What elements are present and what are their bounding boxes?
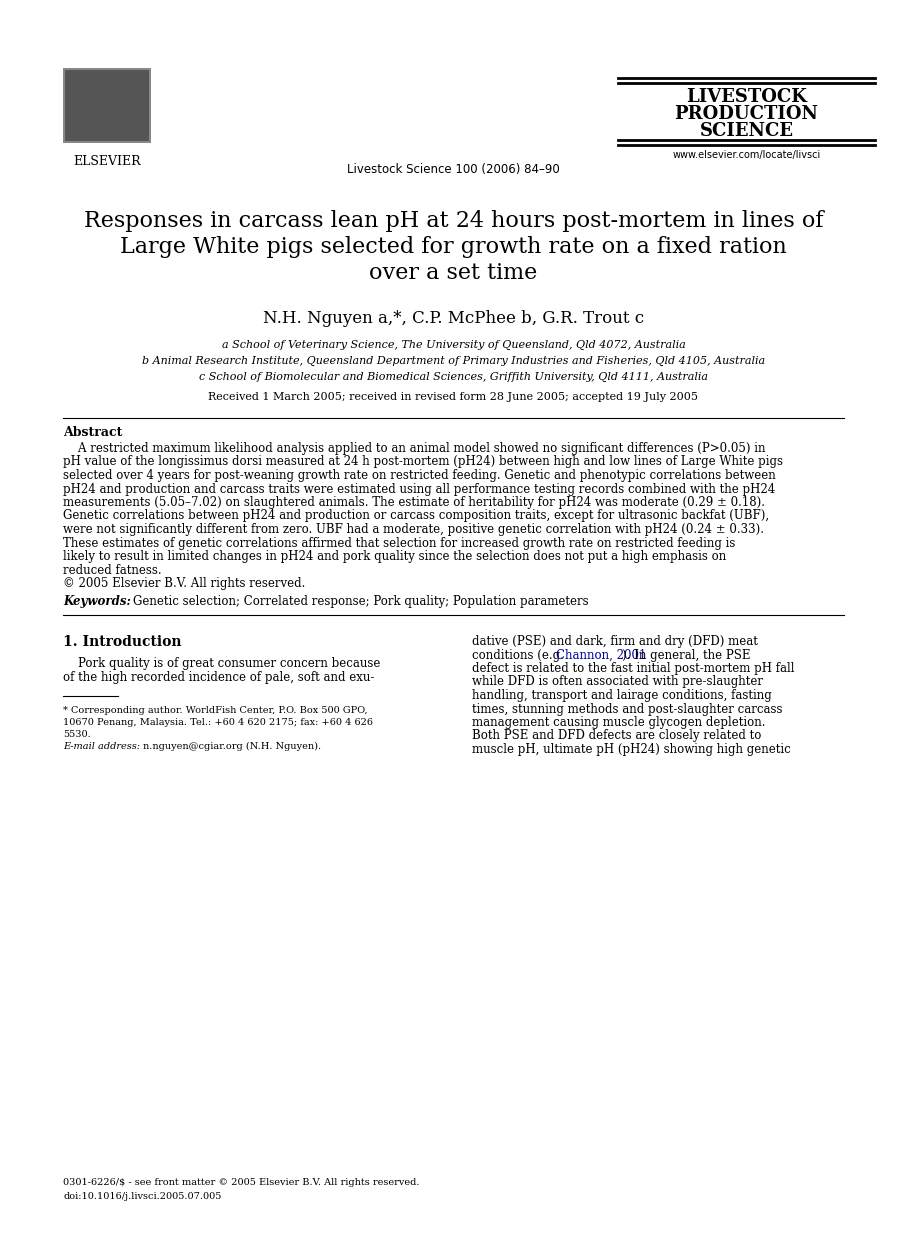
Text: times, stunning methods and post-slaughter carcass: times, stunning methods and post-slaught… [472, 702, 782, 716]
Bar [65, 71, 149, 141]
Text: 0301-6226/$ - see front matter © 2005 Elsevier B.V. All rights reserved.: 0301-6226/$ - see front matter © 2005 El… [63, 1179, 420, 1187]
Text: pH24 and production and carcass traits were estimated using all performance test: pH24 and production and carcass traits w… [63, 483, 775, 495]
Text: A restricted maximum likelihood analysis applied to an animal model showed no si: A restricted maximum likelihood analysis… [63, 442, 766, 456]
Text: a School of Veterinary Science, The University of Queensland, Qld 4072, Australi: a School of Veterinary Science, The Univ… [221, 340, 686, 350]
Text: reduced fatness.: reduced fatness. [63, 563, 161, 577]
Bar [63, 68, 151, 144]
Text: Livestock Science 100 (2006) 84–90: Livestock Science 100 (2006) 84–90 [347, 163, 560, 176]
Text: likely to result in limited changes in pH24 and pork quality since the selection: likely to result in limited changes in p… [63, 550, 727, 563]
Text: handling, transport and lairage conditions, fasting: handling, transport and lairage conditio… [472, 690, 771, 702]
Text: n.nguyen@cgiar.org (N.H. Nguyen).: n.nguyen@cgiar.org (N.H. Nguyen). [143, 742, 321, 751]
Text: Pork quality is of great consumer concern because: Pork quality is of great consumer concer… [63, 657, 380, 670]
Text: Responses in carcass lean pH at 24 hours post-mortem in lines of: Responses in carcass lean pH at 24 hours… [83, 210, 824, 232]
Text: E-mail address:: E-mail address: [63, 742, 140, 751]
Text: defect is related to the fast initial post-mortem pH fall: defect is related to the fast initial po… [472, 662, 794, 675]
Text: Received 1 March 2005; received in revised form 28 June 2005; accepted 19 July 2: Received 1 March 2005; received in revis… [209, 392, 698, 402]
Text: doi:10.1016/j.livsci.2005.07.005: doi:10.1016/j.livsci.2005.07.005 [63, 1192, 221, 1201]
Text: Both PSE and DFD defects are closely related to: Both PSE and DFD defects are closely rel… [472, 729, 761, 743]
Text: over a set time: over a set time [369, 262, 538, 284]
Text: dative (PSE) and dark, firm and dry (DFD) meat: dative (PSE) and dark, firm and dry (DFD… [472, 635, 757, 647]
Text: of the high recorded incidence of pale, soft and exu-: of the high recorded incidence of pale, … [63, 671, 375, 683]
Text: measurements (5.05–7.02) on slaughtered animals. The estimate of heritability fo: measurements (5.05–7.02) on slaughtered … [63, 496, 765, 509]
Text: management causing muscle glycogen depletion.: management causing muscle glycogen deple… [472, 716, 765, 729]
Text: LIVESTOCK: LIVESTOCK [686, 88, 807, 106]
Text: 5530.: 5530. [63, 730, 91, 739]
Text: muscle pH, ultimate pH (pH24) showing high genetic: muscle pH, ultimate pH (pH24) showing hi… [472, 743, 790, 756]
Text: 10670 Penang, Malaysia. Tel.: +60 4 620 2175; fax: +60 4 626: 10670 Penang, Malaysia. Tel.: +60 4 620 … [63, 718, 373, 727]
Text: Channon, 2001: Channon, 2001 [557, 649, 647, 661]
Text: 1. Introduction: 1. Introduction [63, 635, 181, 649]
Text: © 2005 Elsevier B.V. All rights reserved.: © 2005 Elsevier B.V. All rights reserved… [63, 577, 306, 591]
Text: b Animal Research Institute, Queensland Department of Primary Industries and Fis: b Animal Research Institute, Queensland … [141, 357, 766, 366]
Text: Keywords:: Keywords: [63, 595, 131, 608]
Text: pH value of the longissimus dorsi measured at 24 h post-mortem (pH24) between hi: pH value of the longissimus dorsi measur… [63, 456, 783, 468]
Text: ELSEVIER: ELSEVIER [73, 155, 141, 168]
Text: were not significantly different from zero. UBF had a moderate, positive genetic: were not significantly different from ze… [63, 522, 764, 536]
Text: conditions (e.g.: conditions (e.g. [472, 649, 567, 661]
Text: These estimates of genetic correlations affirmed that selection for increased gr: These estimates of genetic correlations … [63, 536, 736, 550]
Text: c School of Biomolecular and Biomedical Sciences, Griffith University, Qld 4111,: c School of Biomolecular and Biomedical … [199, 371, 708, 383]
Text: PRODUCTION: PRODUCTION [675, 105, 818, 123]
Text: www.elsevier.com/locate/livsci: www.elsevier.com/locate/livsci [672, 150, 821, 160]
Text: * Corresponding author. WorldFish Center, P.O. Box 500 GPO,: * Corresponding author. WorldFish Center… [63, 706, 367, 716]
Text: Abstract: Abstract [63, 426, 122, 439]
Text: SCIENCE: SCIENCE [699, 123, 794, 140]
Text: while DFD is often associated with pre-slaughter: while DFD is often associated with pre-s… [472, 676, 763, 688]
Text: N.H. Nguyen a,*, C.P. McPhee b, G.R. Trout c: N.H. Nguyen a,*, C.P. McPhee b, G.R. Tro… [263, 310, 644, 327]
Text: Genetic correlations between pH24 and production or carcass composition traits, : Genetic correlations between pH24 and pr… [63, 510, 769, 522]
Text: selected over 4 years for post-weaning growth rate on restricted feeding. Geneti: selected over 4 years for post-weaning g… [63, 469, 775, 482]
Text: Genetic selection; Correlated response; Pork quality; Population parameters: Genetic selection; Correlated response; … [133, 595, 589, 608]
Text: ). In general, the PSE: ). In general, the PSE [621, 649, 750, 661]
Text: Large White pigs selected for growth rate on a fixed ration: Large White pigs selected for growth rat… [120, 236, 787, 258]
